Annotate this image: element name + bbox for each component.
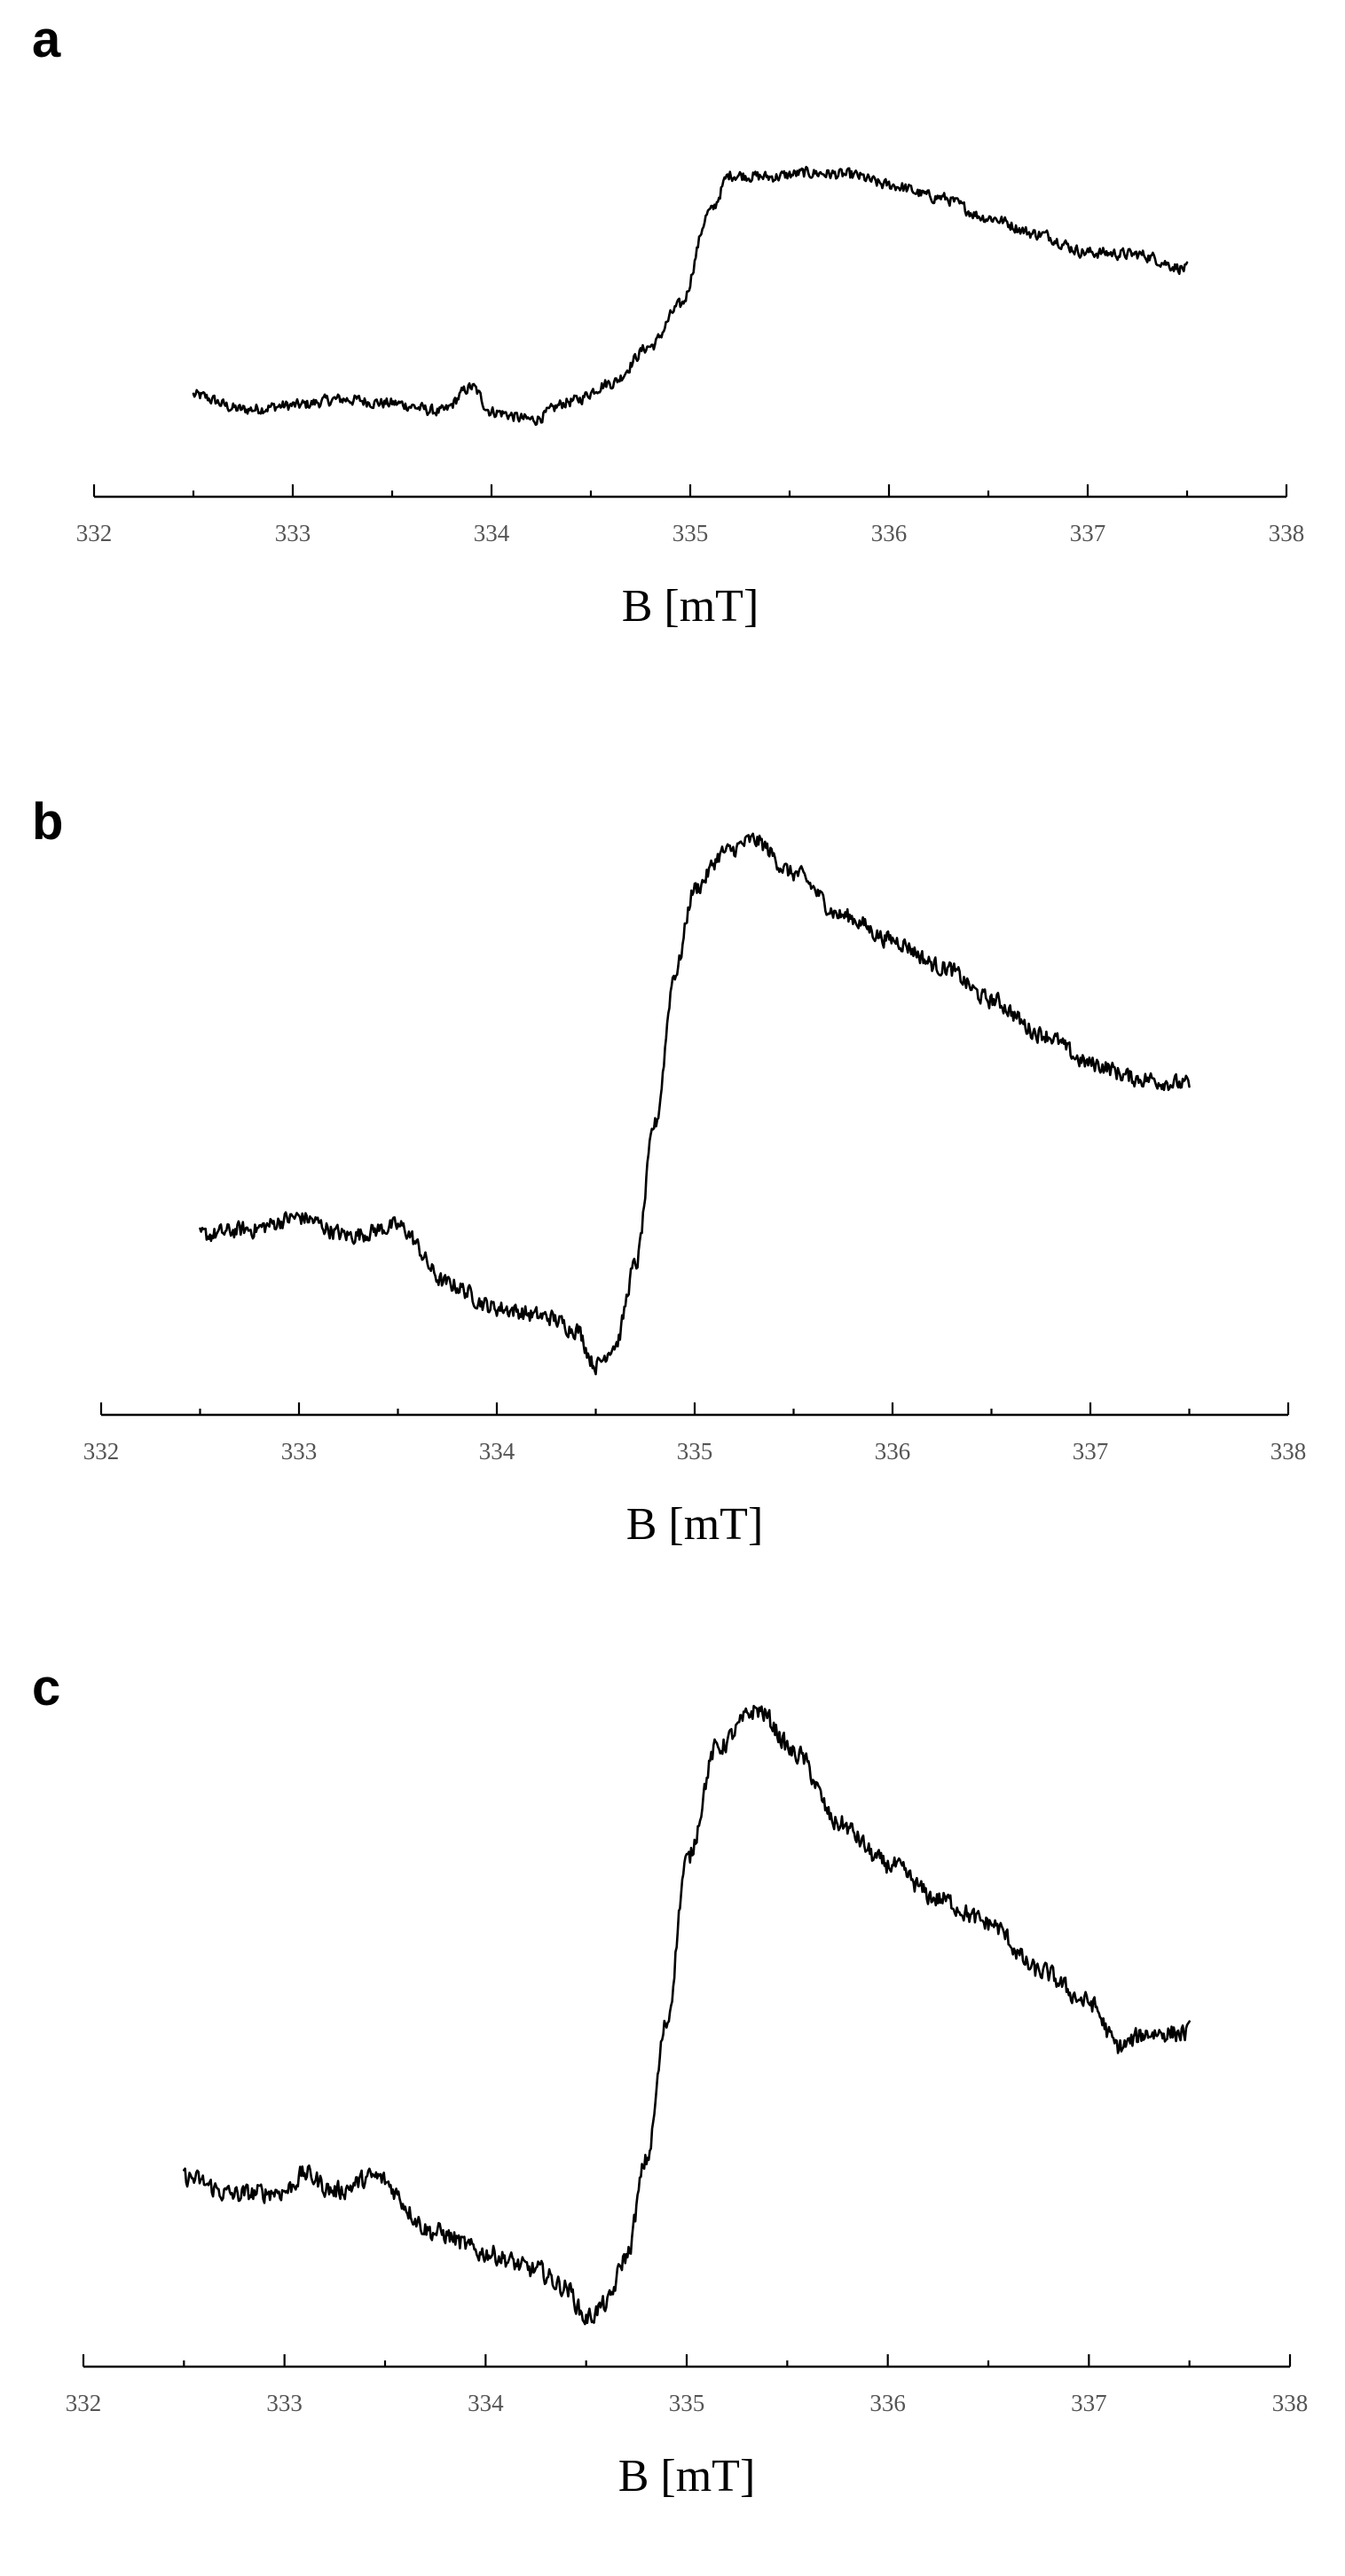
panel-label-b: b xyxy=(32,793,63,851)
epr-panel-a: a 332 333 334 335 336 337 338 B [mT] xyxy=(32,11,1304,632)
epr-trace-a xyxy=(192,165,1189,427)
x-tick-label-332: 332 xyxy=(76,520,113,546)
x-tick-label-335: 335 xyxy=(669,2390,705,2416)
x-tick-label-336: 336 xyxy=(869,2390,906,2416)
x-tick-label-334: 334 xyxy=(468,2390,504,2416)
x-tick-label-337: 337 xyxy=(1073,1438,1109,1465)
epr-panel-b: b 332 333 334 335 336 337 338 B [mT] xyxy=(32,793,1306,1550)
x-tick-label-335: 335 xyxy=(677,1438,713,1465)
epr-panel-c: c 332 333 334 335 336 337 338 B [mT] xyxy=(32,1659,1308,2501)
x-tick-label-333: 333 xyxy=(281,1438,318,1465)
x-tick-label-334: 334 xyxy=(474,520,510,546)
x-tick-label-337: 337 xyxy=(1071,2390,1107,2416)
x-tick-label-333: 333 xyxy=(266,2390,303,2416)
x-axis-title: B [mT] xyxy=(618,2451,756,2501)
x-tick-label-337: 337 xyxy=(1070,520,1106,546)
x-tick-label-338: 338 xyxy=(1270,1438,1307,1465)
x-axis-title: B [mT] xyxy=(622,581,759,632)
x-tick-label-338: 338 xyxy=(1272,2390,1309,2416)
x-axis-title: B [mT] xyxy=(626,1499,764,1550)
x-tick-label-338: 338 xyxy=(1269,520,1305,546)
x-tick-label-335: 335 xyxy=(672,520,709,546)
x-tick-label-336: 336 xyxy=(871,520,908,546)
x-tick-label-336: 336 xyxy=(875,1438,911,1465)
epr-trace-c xyxy=(183,1704,1191,2326)
x-tick-label-332: 332 xyxy=(83,1438,120,1465)
x-tick-label-334: 334 xyxy=(479,1438,515,1465)
x-tick-label-333: 333 xyxy=(275,520,311,546)
panel-label-a: a xyxy=(32,11,61,68)
x-tick-label-332: 332 xyxy=(66,2390,102,2416)
panel-label-c: c xyxy=(32,1659,60,1716)
epr-trace-b xyxy=(199,832,1191,1376)
